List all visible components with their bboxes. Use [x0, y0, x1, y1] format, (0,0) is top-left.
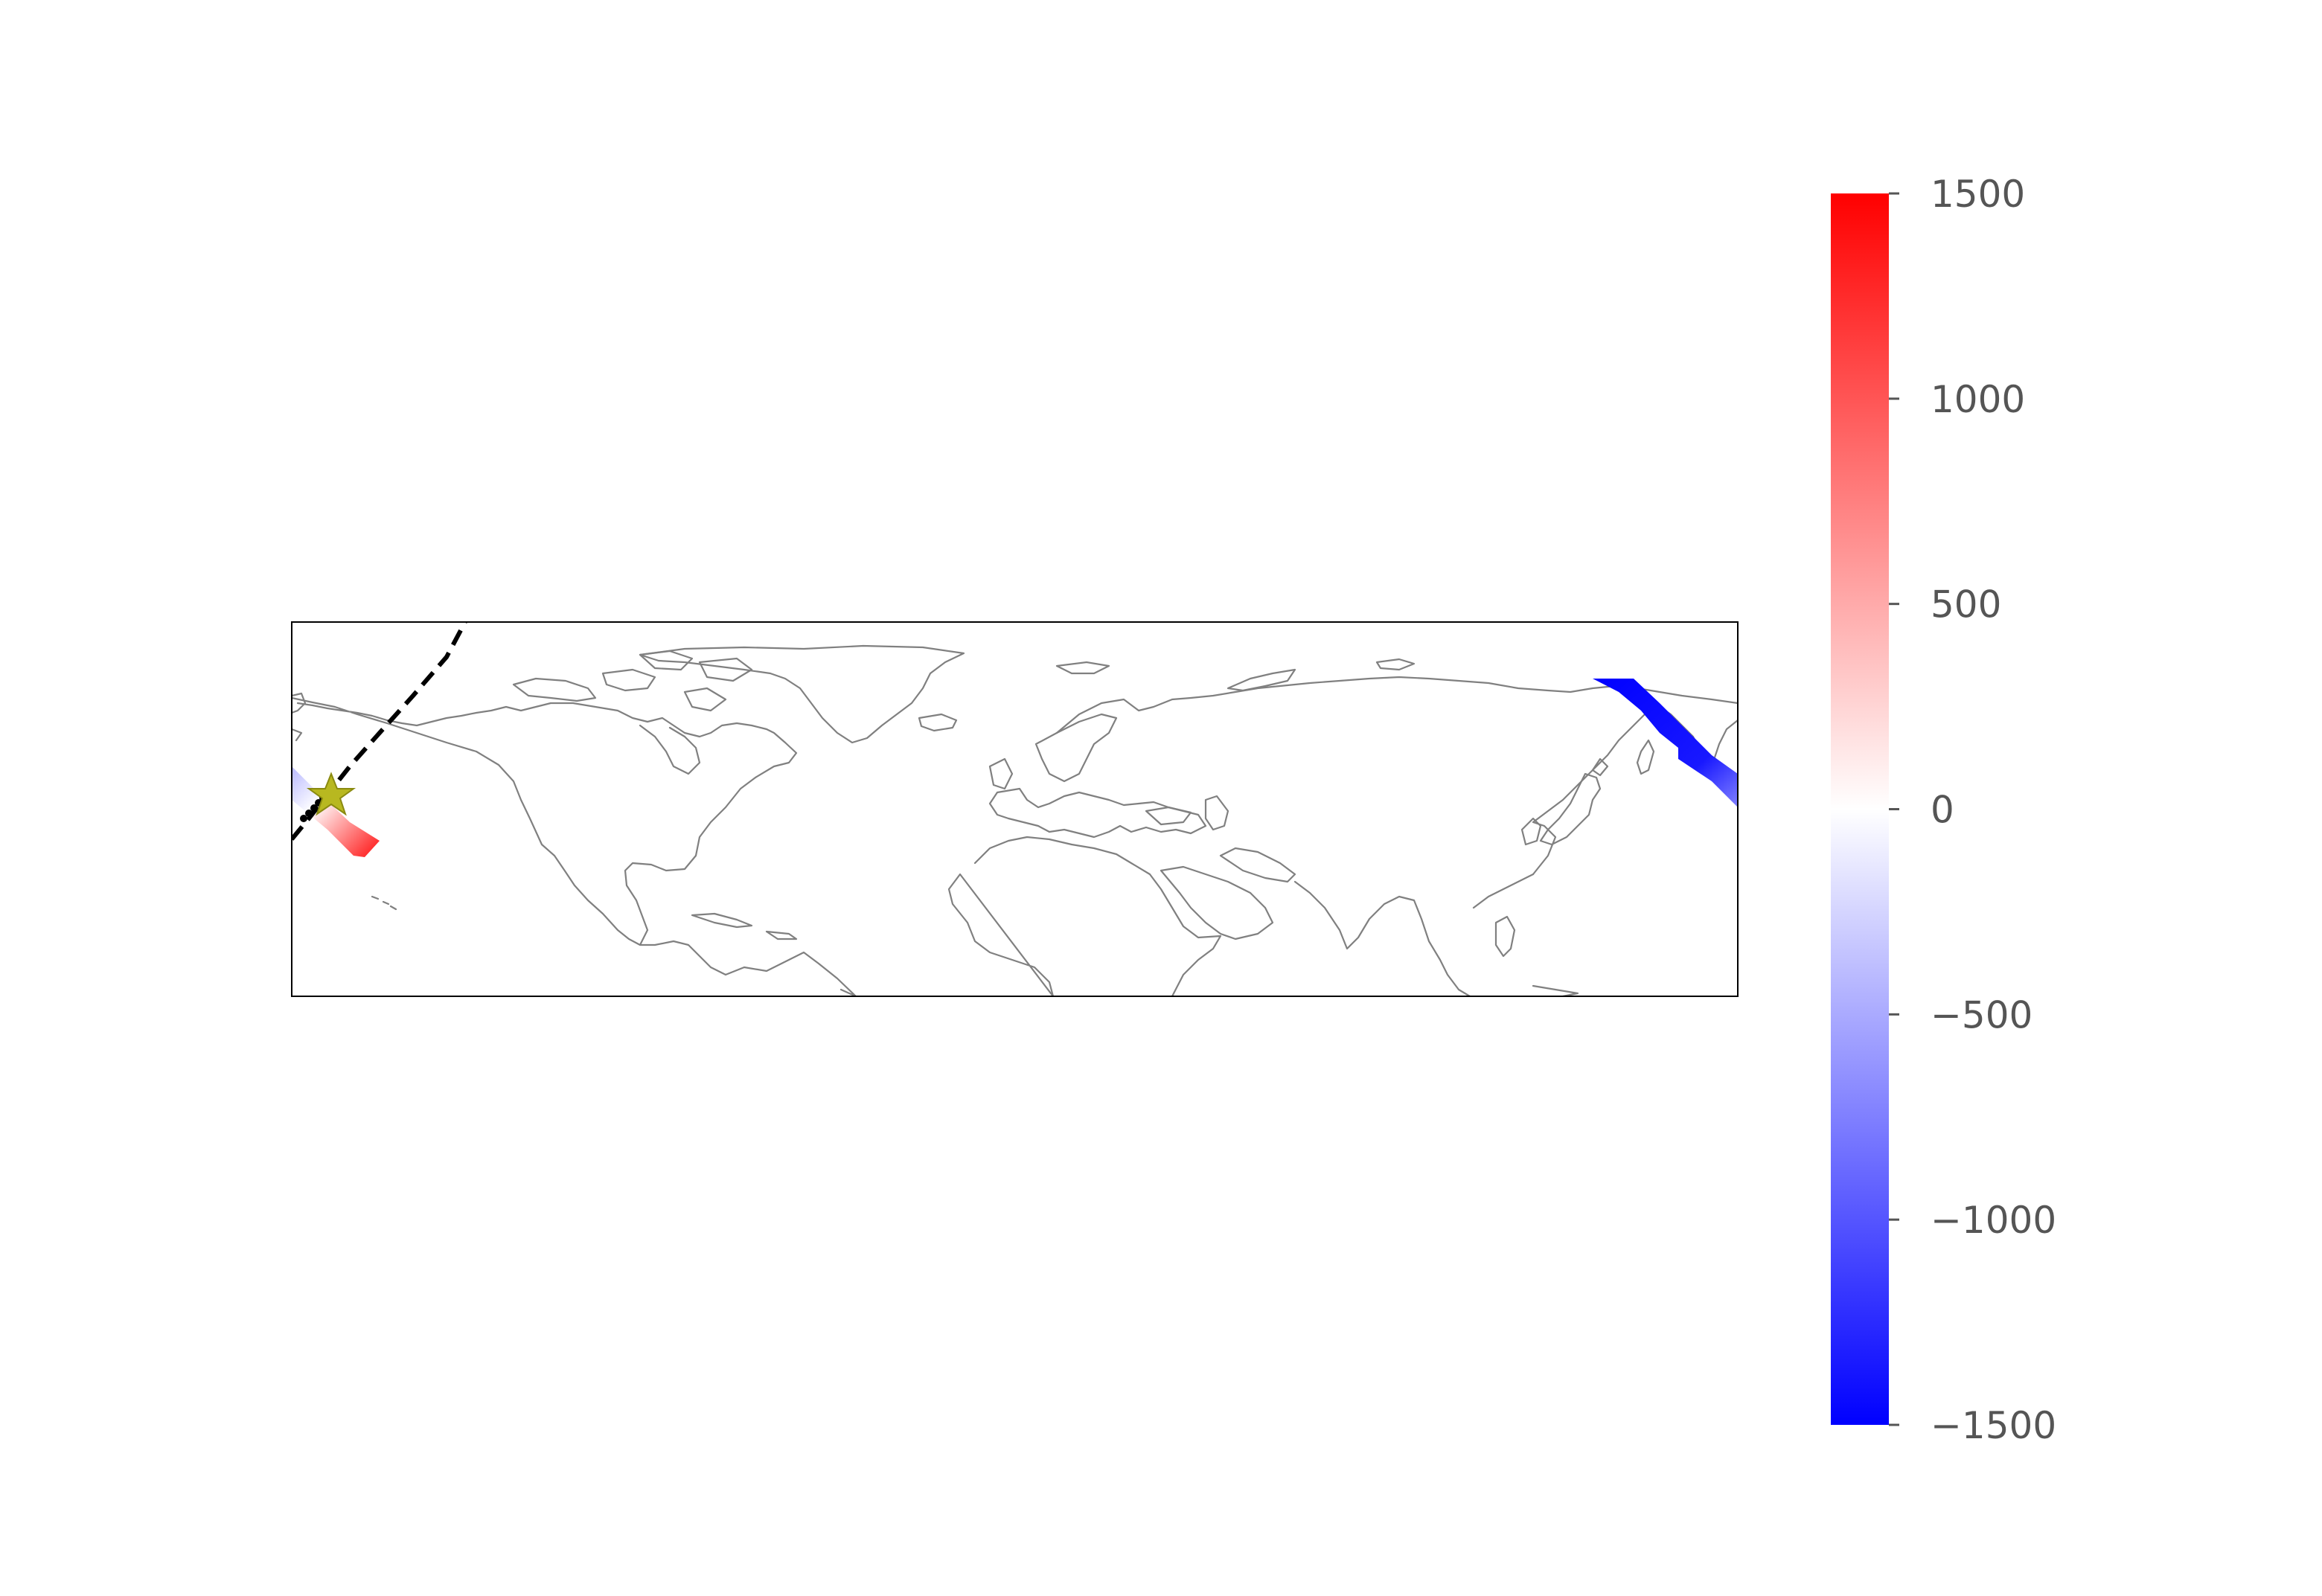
track-marker [310, 804, 318, 812]
map-content [292, 622, 1738, 996]
coastline-novaya-zemlya [1055, 658, 1416, 692]
coastline-japan [1539, 757, 1609, 846]
coastline-alaska-west [292, 692, 307, 742]
coastline-arctic-islands [512, 650, 753, 712]
coastline-sakhalin [1636, 739, 1655, 775]
colorbar-tick-label: 500 [1931, 583, 2001, 626]
colorbar-tick-label: −500 [1931, 993, 2032, 1036]
coastline-arabia [1160, 847, 1296, 940]
colorbar: 1500 1000 500 0 −500 −1000 −1500 [1831, 173, 2056, 1447]
coastline-africa [947, 836, 1222, 996]
map-panel [291, 621, 1739, 997]
coastline-inland-seas [1145, 795, 1229, 831]
coastline-south-asia [1293, 873, 1535, 996]
epicenter-marker [306, 772, 356, 816]
colorbar-tick-label: 0 [1931, 789, 1954, 832]
coastline-hudson-bay [639, 724, 701, 775]
star-icon [306, 772, 356, 816]
coastline-caribbean [691, 912, 798, 940]
colorbar-tick-label: −1000 [1931, 1199, 2056, 1242]
colorbar-tick-label: 1000 [1931, 378, 2025, 421]
coastline-greenland [639, 644, 965, 744]
coastline-iceland [918, 713, 958, 732]
map-frame [291, 621, 1739, 997]
coastline-europe [988, 713, 1207, 839]
colorbar-ticks: 1500 1000 500 0 −500 −1000 −1500 [1889, 173, 2056, 1447]
coastline-hawaii [371, 895, 397, 911]
coastline-north-america [292, 696, 857, 996]
map-background [292, 622, 1738, 996]
coastline-philippines [1494, 915, 1579, 996]
track-marker [300, 815, 307, 822]
coastline-east-asia [1532, 705, 1661, 876]
track-marker [305, 810, 313, 817]
colorbar-tick-label: −1500 [1931, 1404, 2056, 1447]
colorbar-gradient [1831, 193, 1889, 1425]
colorbar-tick-label: 1500 [1931, 173, 2025, 216]
coastline-korea [1520, 817, 1542, 846]
